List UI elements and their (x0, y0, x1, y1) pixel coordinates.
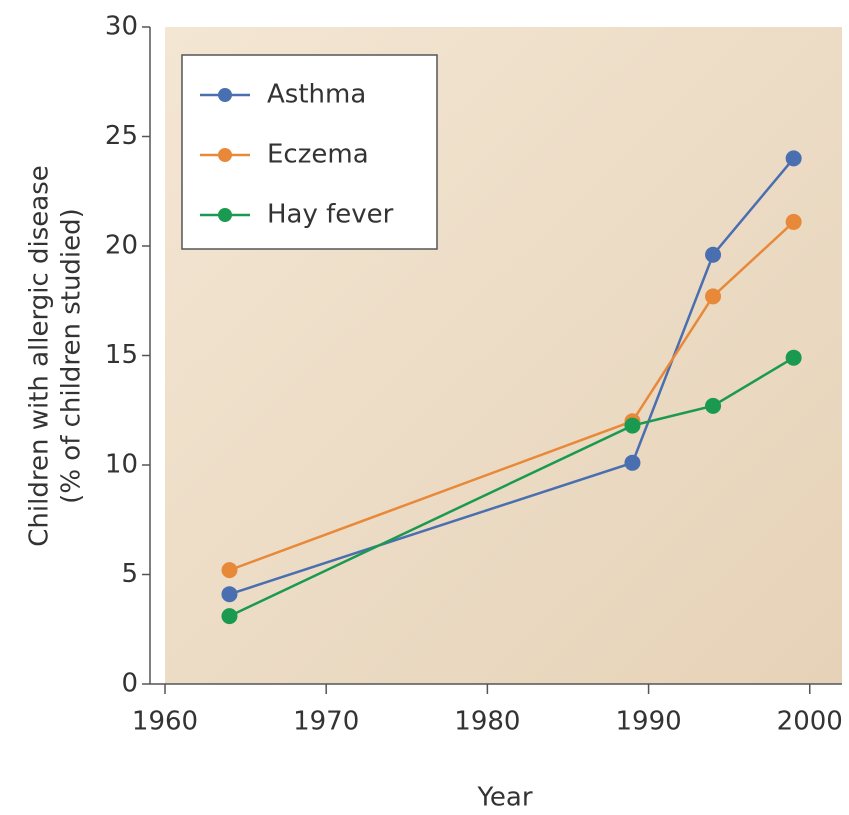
data-point (221, 586, 238, 603)
data-point (785, 213, 802, 230)
x-tick-label: 1980 (454, 707, 520, 737)
legend-label: Hay fever (267, 200, 394, 230)
y-tick-label: 0 (121, 669, 138, 699)
data-point (705, 288, 722, 305)
x-tick-label: 1960 (132, 707, 198, 737)
data-point (624, 417, 641, 434)
data-point (705, 246, 722, 263)
x-axis-label: Year (476, 783, 532, 813)
y-axis-label-line: (% of children studied) (57, 208, 87, 504)
legend-label: Eczema (267, 140, 369, 170)
y-axis-label-line: Children with allergic disease (25, 165, 55, 547)
data-point (624, 454, 641, 471)
y-tick-label: 25 (105, 121, 138, 151)
legend-swatch (218, 208, 232, 222)
legend-swatch (218, 88, 232, 102)
data-point (785, 349, 802, 366)
y-tick-label: 10 (105, 450, 138, 480)
series-line (229, 220, 795, 572)
y-tick-label: 15 (105, 340, 138, 370)
series-line (228, 356, 795, 618)
x-tick-label: 1990 (615, 707, 681, 737)
legend-label: Asthma (267, 80, 366, 110)
data-point (221, 608, 238, 625)
x-tick-label: 1970 (293, 707, 359, 737)
legend-swatch (218, 148, 232, 162)
y-axis-label: Children with allergic disease (% of chi… (25, 165, 87, 547)
data-point (221, 562, 238, 579)
y-tick-label: 5 (121, 559, 138, 589)
data-point (785, 150, 802, 167)
y-tick-label: 20 (105, 231, 138, 261)
x-tick-label: 2000 (777, 707, 843, 737)
data-point (705, 397, 722, 414)
y-tick-label: 30 (105, 12, 138, 42)
